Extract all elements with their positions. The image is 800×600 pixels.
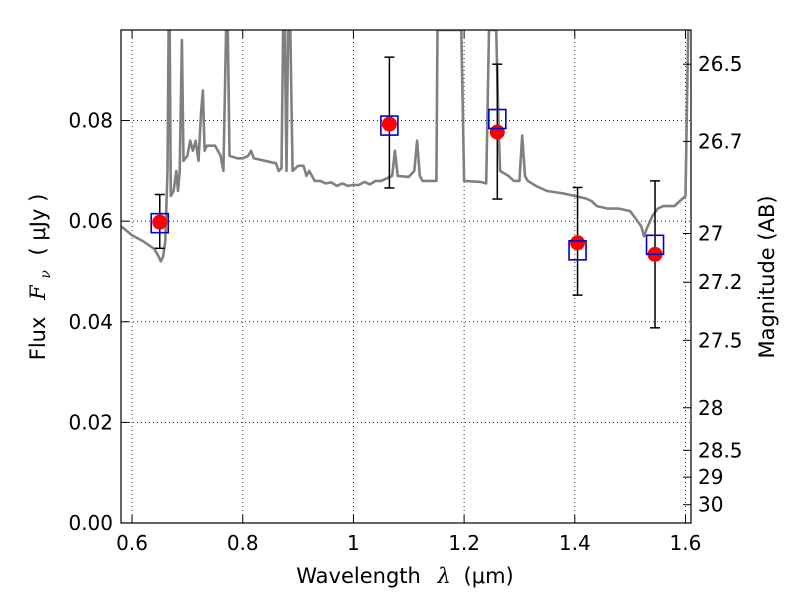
plot-frame	[120, 29, 692, 524]
model-band-box	[645, 234, 665, 256]
y2-tick-label: 26.7	[698, 129, 743, 153]
x-axis-label-unit: (μm)	[464, 564, 514, 588]
observed-point	[489, 124, 505, 140]
y-tick-label: 0.00	[68, 511, 113, 535]
model-band-box	[568, 240, 587, 261]
y2-tick-label: 27	[698, 222, 723, 246]
y2-tick-label: 30	[698, 493, 723, 517]
model-band-box	[488, 108, 507, 130]
y-axis-label-unit: ( μJy )	[26, 194, 50, 256]
x-tick-label: 1.2	[448, 531, 480, 555]
y2-tick-label: 28.5	[698, 438, 743, 462]
y2-tick-label: 26.5	[698, 52, 743, 76]
model-band-box	[380, 115, 399, 136]
observed-point	[570, 235, 586, 251]
x-tick-label: 0.6	[116, 531, 148, 555]
observed-point	[381, 116, 397, 132]
axis-ticks: 0.6 0.8 1 1.2 1.4 1.6 0.00 0.02 0.04 0.06 0.08 26.5…	[68, 30, 743, 555]
y-tick-label: 0.08	[68, 109, 113, 133]
model-band-box	[150, 212, 170, 234]
y-tick-label: 0.02	[68, 410, 113, 434]
y-axis-label-symbol: F	[26, 284, 50, 301]
model-spectrum-layer	[121, 30, 690, 263]
model-spectrum-line	[121, 30, 690, 263]
x-tick-label: 1.4	[559, 531, 591, 555]
x-tick-label: 1.6	[670, 531, 702, 555]
y-tick-label: 0.06	[68, 209, 113, 233]
y2-tick-label: 27.5	[698, 328, 743, 352]
y-axis-label: Flux F ν ( μJy )	[26, 194, 55, 361]
y2-axis-label: Magnitude (AB)	[755, 195, 779, 358]
y2-tick-label: 29	[698, 465, 723, 489]
y-tick-label: 0.04	[68, 310, 113, 334]
x-axis-label: Wavelength λ (μm)	[296, 564, 513, 588]
x-tick-label: 0.8	[227, 531, 259, 555]
x-axis-label-text: Wavelength	[296, 564, 421, 588]
y2-tick-label: 28	[698, 396, 723, 420]
x-tick-label: 1	[347, 531, 360, 555]
x-axis-label-symbol: λ	[437, 564, 451, 588]
y-axis-label-subscript: ν	[38, 270, 54, 279]
y2-tick-label: 27.2	[698, 270, 743, 294]
y-axis-label-text: Flux	[26, 317, 50, 361]
observed-point	[152, 214, 168, 230]
model-band-layer	[150, 108, 665, 261]
